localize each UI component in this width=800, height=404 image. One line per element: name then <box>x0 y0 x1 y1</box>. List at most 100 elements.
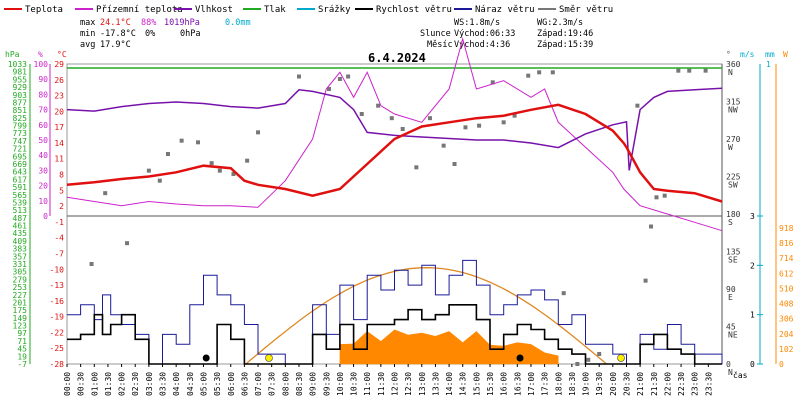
legend-item-prizemni-teplota: Přízemní teplota <box>75 5 183 15</box>
wind-direction-point <box>209 161 214 166</box>
pct-tick-label: 0 <box>43 212 48 221</box>
hpa-tick-label: 383 <box>13 245 28 254</box>
hpa-tick-label: 539 <box>13 198 28 207</box>
hpa-tick-label: 409 <box>13 237 28 246</box>
x-tick-label: 15:00 <box>472 372 481 396</box>
wind-direction-point <box>427 116 432 121</box>
wind-direction-point <box>179 138 184 143</box>
solar-series <box>339 329 559 365</box>
pct-tick-label: 40 <box>38 151 48 160</box>
series-solar-area <box>339 329 559 365</box>
wind-info-block: WS:1.8m/s WG:2.3m/s Slunce Východ:06:33 … <box>420 18 593 50</box>
wind-direction-point <box>231 172 236 176</box>
series-vlhkost-line <box>66 87 723 171</box>
x-tick-label: 07:30 <box>268 372 277 396</box>
unit-ms: m/s <box>740 50 755 59</box>
wind-direction-point <box>643 278 648 283</box>
x-tick-label: 05:30 <box>213 372 222 396</box>
hpa-tick-label: 435 <box>13 229 28 238</box>
stats-min-press: 0hPa <box>180 29 200 39</box>
hpa-tick-label: 357 <box>13 252 28 261</box>
x-tick-label: 19:30 <box>595 372 604 396</box>
dir-name-label: NE <box>728 331 738 340</box>
markers <box>202 354 625 362</box>
x-tick-label: 12:30 <box>404 372 413 396</box>
axis-unit-headers: hPa % °C ° m/s mm W čas <box>5 50 788 380</box>
wind-direction-point <box>662 193 667 198</box>
wind-speed-summary: WS:1.8m/s <box>454 18 500 28</box>
dir-name-label: N <box>728 68 733 77</box>
moonset-marker <box>516 354 524 362</box>
hpa-tick-label: 201 <box>13 298 28 307</box>
ms-tick-label: 3 <box>750 212 755 221</box>
hpa-tick-label: 175 <box>13 306 28 315</box>
x-tick-label: 21:30 <box>650 372 659 396</box>
sunrise-marker <box>265 354 273 362</box>
x-tick-label: 20:30 <box>622 372 631 396</box>
pct-tick-label: 20 <box>38 182 48 191</box>
wind-direction-point <box>256 130 261 135</box>
w-tick-label: 816 <box>779 239 794 248</box>
temp-tick-label: 17 <box>54 123 64 132</box>
dir-name-label: SE <box>728 256 738 265</box>
pct-tick-label: 60 <box>38 121 48 130</box>
legend-item-rychlost-vetru: Rychlost větru <box>355 5 452 15</box>
wind-direction-point <box>103 191 108 196</box>
moonset: Západ:15:39 <box>537 40 593 50</box>
x-tick-label: 06:30 <box>240 372 249 396</box>
temp-tick-label: -19 <box>50 313 65 322</box>
wind-direction-point <box>452 162 457 166</box>
wind-direction-point <box>501 120 506 125</box>
sunset: Západ:19:46 <box>537 29 593 39</box>
sun-label: Slunce <box>420 29 451 39</box>
wind-direction-point <box>337 77 342 81</box>
temp-tick-label: -22 <box>50 328 65 337</box>
temp-tick-label: 8 <box>59 171 64 180</box>
wind-direction-point <box>146 168 151 173</box>
wind-direction-point <box>703 68 708 73</box>
hpa-tick-label: 851 <box>13 106 28 115</box>
x-tick-label: 14:00 <box>445 372 454 396</box>
dir-tick-label: 270 <box>726 135 741 144</box>
x-tick-label: 14:30 <box>459 372 468 396</box>
moonrise-marker <box>202 354 210 362</box>
x-tick-label: 22:30 <box>677 372 686 396</box>
x-tick-label: 09:30 <box>322 372 331 396</box>
w-tick-label: 510 <box>779 284 794 293</box>
x-tick-label: 01:30 <box>104 372 113 396</box>
series-sun-curve <box>245 267 607 365</box>
x-tick-label: 23:00 <box>691 372 700 396</box>
series-rychlost-vetru-line <box>67 304 722 365</box>
wind-direction-point <box>346 74 351 79</box>
hpa-tick-label: 877 <box>13 98 28 107</box>
temp-tick-label: 23 <box>54 92 64 101</box>
hpa-tick-label: 903 <box>13 91 28 100</box>
hpa-tick-label: 825 <box>13 114 28 123</box>
wind-direction-point <box>512 113 517 118</box>
x-tick-label: 12:00 <box>391 372 400 396</box>
x-axis-ticks: 00:00 00:30 01:00 01:30 02:00 02:30 03:00 03:30… <box>63 364 713 396</box>
legend-item-srazky: Srážky <box>297 5 351 15</box>
x-tick-label: 11:30 <box>377 372 386 396</box>
unit-dir: ° <box>726 50 731 59</box>
pct-tick-label: 30 <box>38 166 48 175</box>
hpa-tick-label: 513 <box>13 206 28 215</box>
stats-max-hum: 88% <box>141 18 156 28</box>
legend-label: Směr větru <box>559 5 613 15</box>
series-teplota-line <box>66 103 723 203</box>
wind-direction-point <box>414 165 419 170</box>
wind-direction-point <box>490 80 495 85</box>
hpa-tick-label: 669 <box>13 160 28 169</box>
hpa-tick-label: 97 <box>17 329 27 338</box>
x-tick-label: 10:00 <box>336 372 345 396</box>
stats-min-label: min <box>80 29 95 39</box>
x-tick-label: 00:30 <box>77 372 86 396</box>
dir-tick-label: 0 <box>726 360 731 369</box>
x-tick-label: 13:00 <box>418 372 427 396</box>
ms-tick-label: 2 <box>750 261 755 270</box>
hpa-tick-label: 149 <box>13 314 28 323</box>
sun-curve <box>245 267 607 365</box>
wind-direction-point <box>575 362 580 366</box>
hpa-tick-label: 123 <box>13 322 28 331</box>
series-prizemni-teplota-line <box>66 37 723 232</box>
